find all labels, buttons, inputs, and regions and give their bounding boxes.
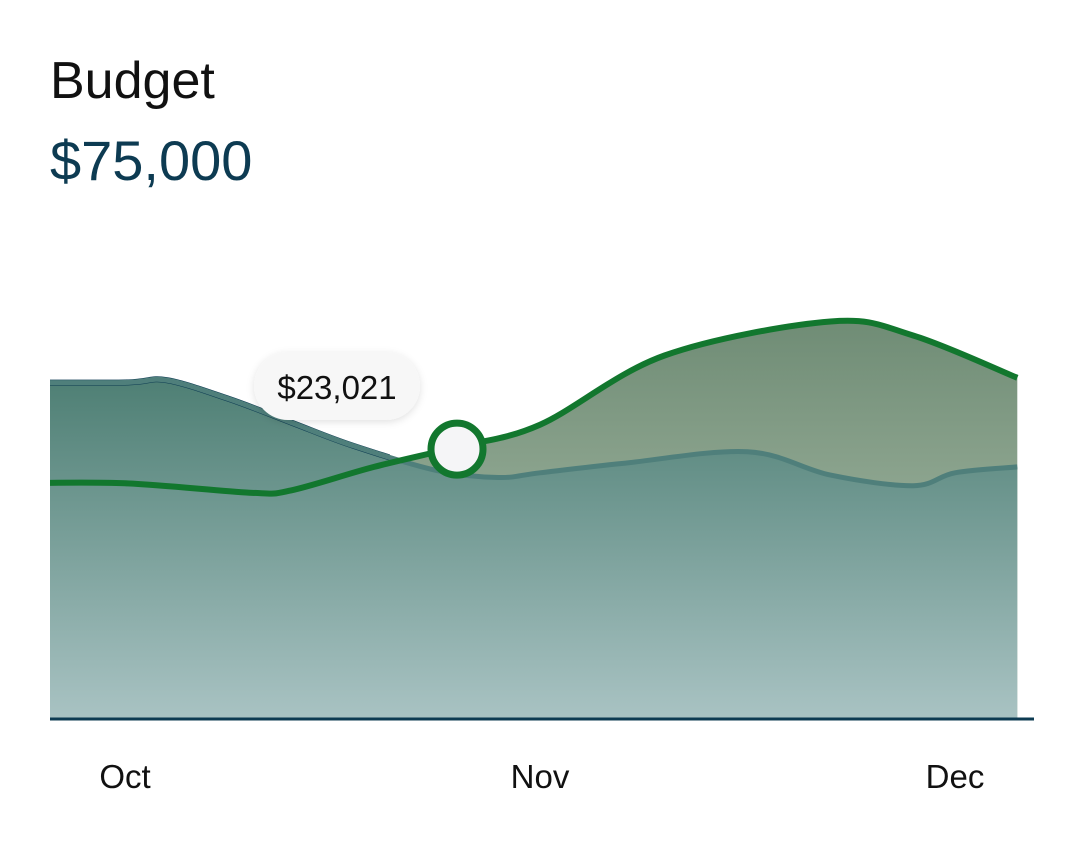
x-tick-label-oct: Oct [99,758,150,795]
teal-series-area [50,379,1018,719]
x-tick-label-nov: Nov [511,758,570,795]
highlight-point[interactable] [427,419,487,479]
tooltip-value: $23,021 [277,369,396,406]
x-tick-label-dec: Dec [926,758,985,795]
budget-title: Budget [50,52,215,110]
hover-tooltip: $23,021 [254,352,420,420]
teal-series-line [50,376,1018,489]
x-axis-ticks: Oct Nov Dec [99,758,984,795]
budget-amount: $75,000 [50,129,253,192]
tooltip-bubble [254,352,420,420]
